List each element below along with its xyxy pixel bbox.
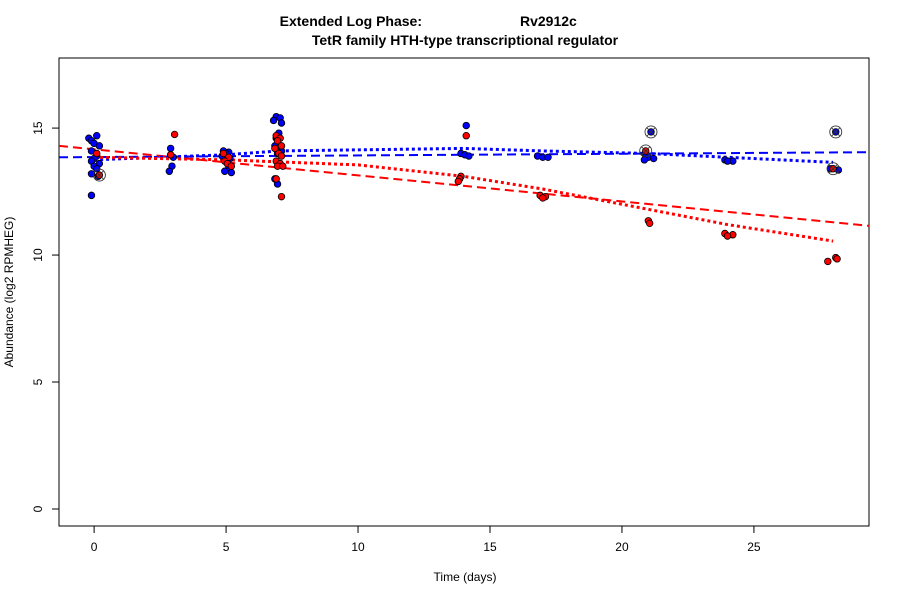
x-axis-label: Time (days)	[434, 570, 497, 584]
outlier-circle	[92, 168, 106, 182]
blue-point	[221, 167, 229, 175]
outlier-cross	[828, 164, 838, 174]
red-dotted-fit-line	[94, 155, 834, 243]
blue-point	[93, 132, 101, 140]
title-left: Extended Log Phase:	[280, 13, 422, 29]
x-tick-label: 5	[223, 540, 230, 554]
x-tick-label: 0	[91, 540, 98, 554]
red-point	[219, 149, 228, 158]
x-tick-label: 25	[747, 540, 761, 554]
blue-point	[277, 119, 286, 127]
x-tick-label: 15	[483, 540, 497, 554]
red-point	[227, 162, 236, 170]
title-right: Rv2912c	[520, 13, 577, 29]
red-point	[277, 192, 286, 201]
red-point	[277, 152, 286, 160]
blue-point	[95, 142, 104, 150]
red-point	[271, 144, 279, 153]
red-point	[462, 132, 470, 140]
y-axis-label: Abundance (log2 RPMHEG)	[2, 217, 16, 368]
blue-point	[462, 121, 470, 130]
red-point	[723, 232, 732, 240]
x-tick-label: 10	[351, 540, 365, 554]
blue-point	[465, 152, 473, 160]
red-dashed-fit-line	[59, 144, 869, 227]
y-tick-label: 5	[31, 378, 45, 385]
outlier-cross	[831, 127, 841, 137]
blue-point	[269, 116, 278, 125]
red-point	[454, 177, 463, 186]
blue-point	[649, 154, 658, 163]
outlier-circle	[829, 125, 843, 139]
red-point	[539, 194, 547, 202]
subtitle: TetR family HTH-type transcriptional reg…	[312, 32, 619, 48]
red-point	[277, 142, 286, 150]
outlier-cross	[641, 146, 651, 156]
outlier-cross	[646, 127, 656, 137]
red-point	[170, 130, 179, 139]
red-point	[645, 219, 654, 228]
blue-point	[165, 167, 174, 175]
red-point	[824, 257, 832, 266]
blue-point	[166, 144, 175, 153]
blue-dotted-fit-line	[94, 146, 834, 164]
outlier-circle	[644, 125, 658, 139]
y-tick-label: 10	[31, 248, 45, 262]
outlier-cross	[95, 170, 104, 180]
outlier-circle	[639, 144, 653, 158]
blue-point	[227, 168, 236, 177]
red-point	[833, 255, 841, 263]
red-point	[93, 149, 101, 158]
red-point	[279, 162, 287, 170]
y-tick-label: 15	[31, 121, 45, 135]
blue-dashed-fit-line	[59, 151, 869, 159]
outlier-circle	[826, 162, 840, 176]
red-point	[166, 151, 175, 159]
blue-point	[87, 191, 96, 200]
red-point	[272, 175, 280, 183]
y-tick-label: 0	[31, 505, 45, 512]
blue-point	[723, 157, 732, 165]
blue-point	[544, 153, 552, 161]
x-tick-label: 20	[615, 540, 629, 554]
blue-point	[640, 156, 649, 164]
red-point	[273, 137, 282, 145]
